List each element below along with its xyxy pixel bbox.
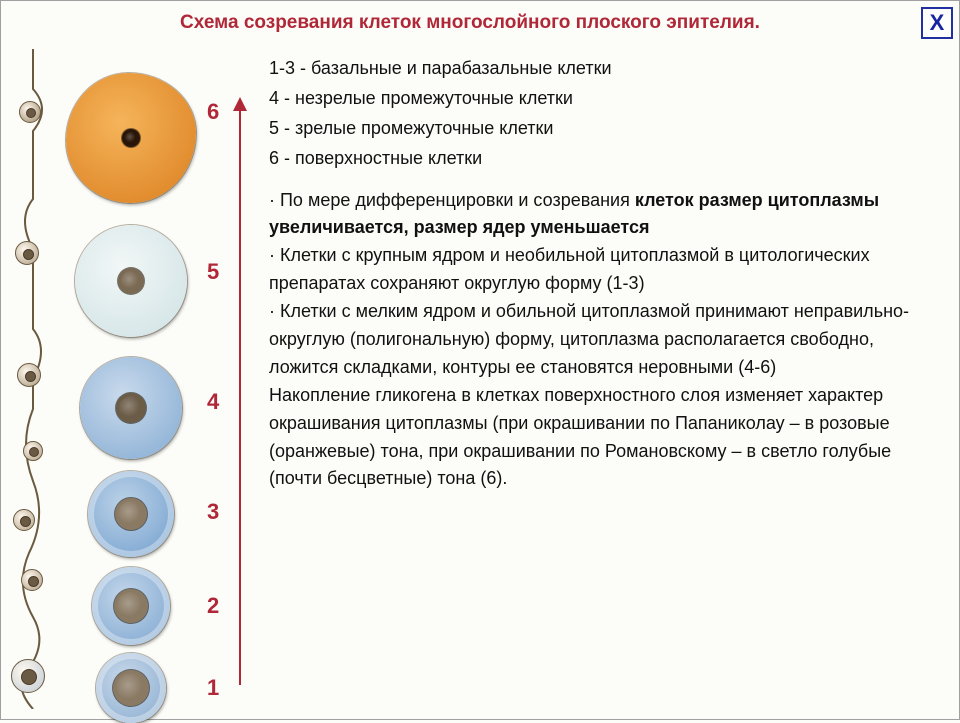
stage-number-5: 5 bbox=[207, 259, 219, 285]
cell-nucleus bbox=[116, 393, 146, 423]
epithelium-profile-strip bbox=[11, 49, 55, 711]
text-panel: 1-3 - базальные и парабазальные клетки 4… bbox=[269, 49, 947, 711]
legend-line-2: 4 - незрелые промежуточные клетки bbox=[269, 85, 947, 113]
cell-stage-4 bbox=[80, 357, 182, 459]
stage-number-4: 4 bbox=[207, 389, 219, 415]
stage-number-3: 3 bbox=[207, 499, 219, 525]
cell-nucleus bbox=[113, 670, 149, 706]
cell-nucleus bbox=[114, 589, 148, 623]
stage-number-6: 6 bbox=[207, 99, 219, 125]
profile-side-cell bbox=[17, 363, 41, 387]
profile-side-cell bbox=[21, 569, 43, 591]
body-p1-normal: · По мере дифференцировки и созревания bbox=[269, 190, 635, 210]
maturation-arrow-head bbox=[233, 97, 247, 111]
title-bar: Схема созревания клеток многослойного пл… bbox=[1, 1, 959, 45]
profile-side-nucleus bbox=[23, 249, 34, 260]
cell-stage-3 bbox=[88, 471, 174, 557]
profile-side-cell bbox=[15, 241, 39, 265]
profile-side-nucleus bbox=[25, 371, 36, 382]
cell-stage-1 bbox=[96, 653, 166, 723]
main-area: 1 2 3 4 5 6 1-3 - базальные и парабазальные к… bbox=[1, 45, 959, 719]
profile-side-nucleus bbox=[21, 669, 37, 685]
profile-side-cell bbox=[13, 509, 35, 531]
stage-number-2: 2 bbox=[207, 593, 219, 619]
legend-line-3: 5 - зрелые промежуточные клетки bbox=[269, 115, 947, 143]
maturation-arrow-column: 1 2 3 4 5 6 bbox=[207, 59, 253, 711]
maturation-arrow-shaft bbox=[239, 109, 241, 685]
profile-side-nucleus bbox=[26, 108, 36, 118]
close-button[interactable]: X bbox=[921, 7, 953, 39]
profile-side-nucleus bbox=[28, 576, 39, 587]
profile-side-cell bbox=[11, 659, 45, 693]
profile-side-nucleus bbox=[20, 516, 31, 527]
page-title: Схема созревания клеток многослойного пл… bbox=[140, 12, 820, 34]
cell-nucleus bbox=[118, 268, 144, 294]
legend-line-4: 6 - поверхностные клетки bbox=[269, 145, 947, 173]
body-paragraph-3: · Клетки с мелким ядром и обильной цитоп… bbox=[269, 298, 947, 382]
body-paragraph-1: · По мере дифференцировки и созревания к… bbox=[269, 187, 947, 243]
cell-stage-6 bbox=[66, 73, 196, 203]
cell-stage-5 bbox=[75, 225, 187, 337]
legend-line-1: 1-3 - базальные и парабазальные клетки bbox=[269, 55, 947, 83]
cell-stage-2 bbox=[92, 567, 170, 645]
profile-side-cell bbox=[23, 441, 43, 461]
cell-column bbox=[61, 55, 201, 711]
stage-number-1: 1 bbox=[207, 675, 219, 701]
cell-nucleus bbox=[115, 498, 147, 530]
diagram-panel: 1 2 3 4 5 6 bbox=[7, 49, 257, 711]
profile-side-nucleus bbox=[29, 447, 39, 457]
body-paragraph-4: Накопление гликогена в клетках поверхнос… bbox=[269, 382, 947, 494]
profile-side-cell bbox=[19, 101, 41, 123]
body-paragraph-2: · Клетки с крупным ядром и необильной ци… bbox=[269, 242, 947, 298]
cell-nucleus bbox=[122, 129, 140, 147]
